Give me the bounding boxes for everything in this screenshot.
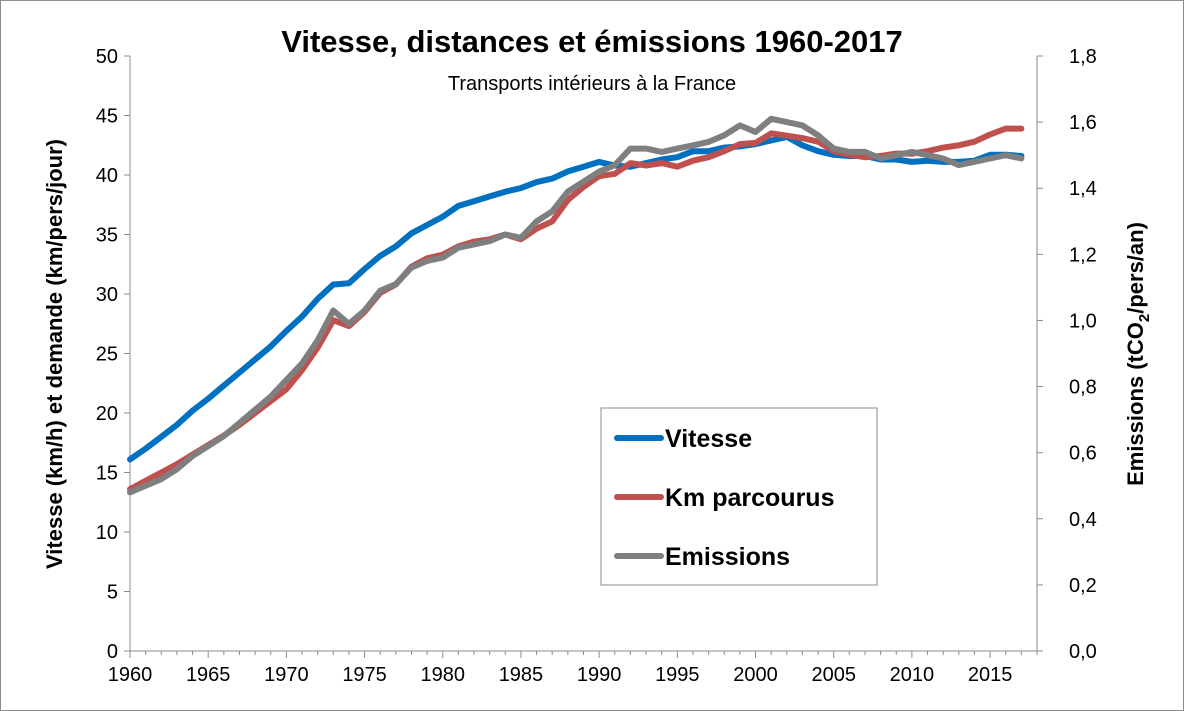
y2-tick-label: 1,4 bbox=[1069, 178, 1097, 200]
y-axis-title: Vitesse (km/h) et demande (km/pers/jour) bbox=[42, 139, 67, 569]
y2-tick-label: 0,8 bbox=[1069, 377, 1097, 399]
y-tick-label: 10 bbox=[96, 522, 118, 544]
y2-tick-label: 1,8 bbox=[1069, 46, 1097, 68]
y2-tick-label: 1,0 bbox=[1069, 310, 1097, 332]
y-tick-label: 40 bbox=[96, 165, 118, 187]
y-tick-label: 30 bbox=[96, 284, 118, 306]
series-line-emissions bbox=[127, 115, 1025, 496]
axes: 0 5 10 15 20 25 30 35 40 45 50 0,0 0,2 0,4 0,6 0,8 1,0 1,… bbox=[96, 46, 1097, 686]
y2-tick-label: 0,0 bbox=[1069, 641, 1097, 663]
y-tick-label: 0 bbox=[107, 641, 118, 663]
y-tick-label: 20 bbox=[96, 403, 118, 425]
x-tick-label: 1960 bbox=[108, 664, 153, 686]
y-tick-label: 50 bbox=[96, 46, 118, 68]
y2-axis-title-prefix: Emissions (tCO bbox=[1123, 322, 1148, 486]
y-tick-label: 45 bbox=[96, 106, 118, 128]
y-tick-label: 15 bbox=[96, 463, 118, 485]
x-tick-label: 1980 bbox=[421, 664, 466, 686]
y2-tick-label: 1,2 bbox=[1069, 244, 1097, 266]
series-layer bbox=[127, 115, 1025, 496]
y2-tick-label: 1,6 bbox=[1069, 112, 1097, 134]
x-tick-label: 1970 bbox=[264, 664, 309, 686]
x-tick-label: 1975 bbox=[342, 664, 387, 686]
chart-title: Vitesse, distances et émissions 1960-201… bbox=[281, 24, 903, 59]
y2-tick-label: 0,4 bbox=[1069, 509, 1097, 531]
chart-subtitle: Transports intérieurs à la France bbox=[448, 73, 736, 95]
legend-label-emissions: Emissions bbox=[665, 543, 790, 571]
x-tick-label: 2015 bbox=[968, 664, 1013, 686]
y2-axis-title: Emissions (tCO2/pers/an) bbox=[1123, 222, 1153, 486]
y-tick-label: 25 bbox=[96, 344, 118, 366]
legend-label-vitesse: Vitesse bbox=[665, 425, 752, 453]
legend: Vitesse Km parcourus Emissions bbox=[600, 407, 878, 586]
y2-tick-label: 0,2 bbox=[1069, 575, 1097, 597]
x-tick-label: 1995 bbox=[655, 664, 700, 686]
x-tick-label: 2000 bbox=[733, 664, 778, 686]
x-tick-label: 2005 bbox=[811, 664, 856, 686]
y2-axis-title-suffix: /pers/an) bbox=[1123, 222, 1148, 314]
y-tick-label: 5 bbox=[107, 582, 118, 604]
legend-label-km-parcourus: Km parcourus bbox=[665, 484, 834, 512]
y2-tick-label: 0,6 bbox=[1069, 443, 1097, 465]
y2-axis-title-sub: 2 bbox=[1136, 314, 1153, 322]
y-tick-label: 35 bbox=[96, 225, 118, 247]
x-tick-label: 1965 bbox=[186, 664, 231, 686]
x-tick-label: 2010 bbox=[890, 664, 935, 686]
x-tick-label: 1990 bbox=[577, 664, 622, 686]
x-tick-label: 1985 bbox=[499, 664, 544, 686]
